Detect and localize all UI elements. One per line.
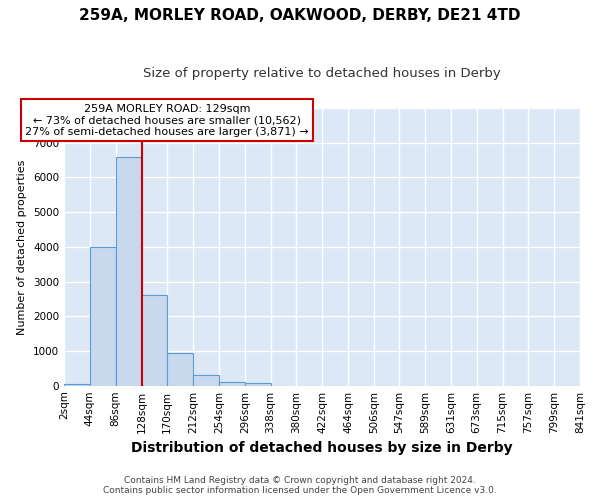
- Text: 259A MORLEY ROAD: 129sqm
← 73% of detached houses are smaller (10,562)
27% of se: 259A MORLEY ROAD: 129sqm ← 73% of detach…: [25, 104, 309, 137]
- Y-axis label: Number of detached properties: Number of detached properties: [17, 159, 28, 334]
- Bar: [64, 384, 90, 386]
- Bar: [142, 296, 167, 386]
- Text: 259A, MORLEY ROAD, OAKWOOD, DERBY, DE21 4TD: 259A, MORLEY ROAD, OAKWOOD, DERBY, DE21 …: [79, 8, 521, 22]
- Bar: [167, 352, 193, 386]
- Bar: [245, 384, 271, 386]
- X-axis label: Distribution of detached houses by size in Derby: Distribution of detached houses by size …: [131, 441, 513, 455]
- Bar: [193, 374, 219, 386]
- Bar: [90, 247, 116, 386]
- Text: Contains HM Land Registry data © Crown copyright and database right 2024.
Contai: Contains HM Land Registry data © Crown c…: [103, 476, 497, 495]
- Bar: [219, 382, 245, 386]
- Title: Size of property relative to detached houses in Derby: Size of property relative to detached ho…: [143, 68, 501, 80]
- Bar: [116, 156, 142, 386]
